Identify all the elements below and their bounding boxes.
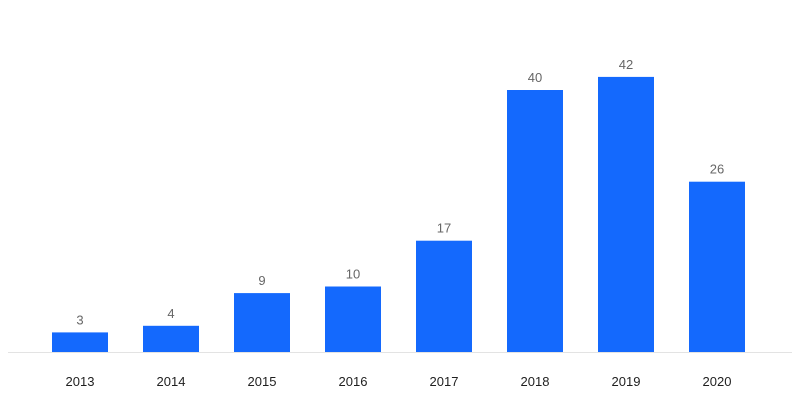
- x-tick-label-2014: 2014: [157, 374, 186, 389]
- x-tick-labels: 2013 2014 2015 2016 2017 2018 2019 2020: [66, 374, 732, 389]
- x-tick-label-2015: 2015: [248, 374, 277, 389]
- bars: [52, 76, 745, 353]
- value-label-2020: 26: [710, 162, 724, 177]
- value-label-2017: 17: [437, 221, 451, 236]
- value-label-2015: 9: [258, 273, 265, 288]
- bar-2014: [143, 325, 199, 352]
- value-labels: 3 4 9 10 17 40 42 26: [76, 57, 724, 327]
- bar-2018: [507, 90, 563, 352]
- value-label-2016: 10: [346, 267, 360, 282]
- bar-2015: [234, 293, 290, 352]
- value-label-2018: 40: [528, 70, 542, 85]
- x-tick-label-2016: 2016: [339, 374, 368, 389]
- x-tick-label-2018: 2018: [521, 374, 550, 389]
- bar-2019: [598, 76, 654, 353]
- bar-2016: [325, 286, 381, 352]
- x-tick-label-2017: 2017: [430, 374, 459, 389]
- bar-2020: [689, 181, 745, 352]
- x-tick-label-2013: 2013: [66, 374, 95, 389]
- x-tick-label-2019: 2019: [612, 374, 641, 389]
- value-label-2013: 3: [76, 312, 83, 327]
- x-tick-label-2020: 2020: [703, 374, 732, 389]
- bar-2013: [52, 332, 108, 352]
- bar-2017: [416, 240, 472, 352]
- value-label-2014: 4: [167, 306, 174, 321]
- value-label-2019: 42: [619, 57, 633, 72]
